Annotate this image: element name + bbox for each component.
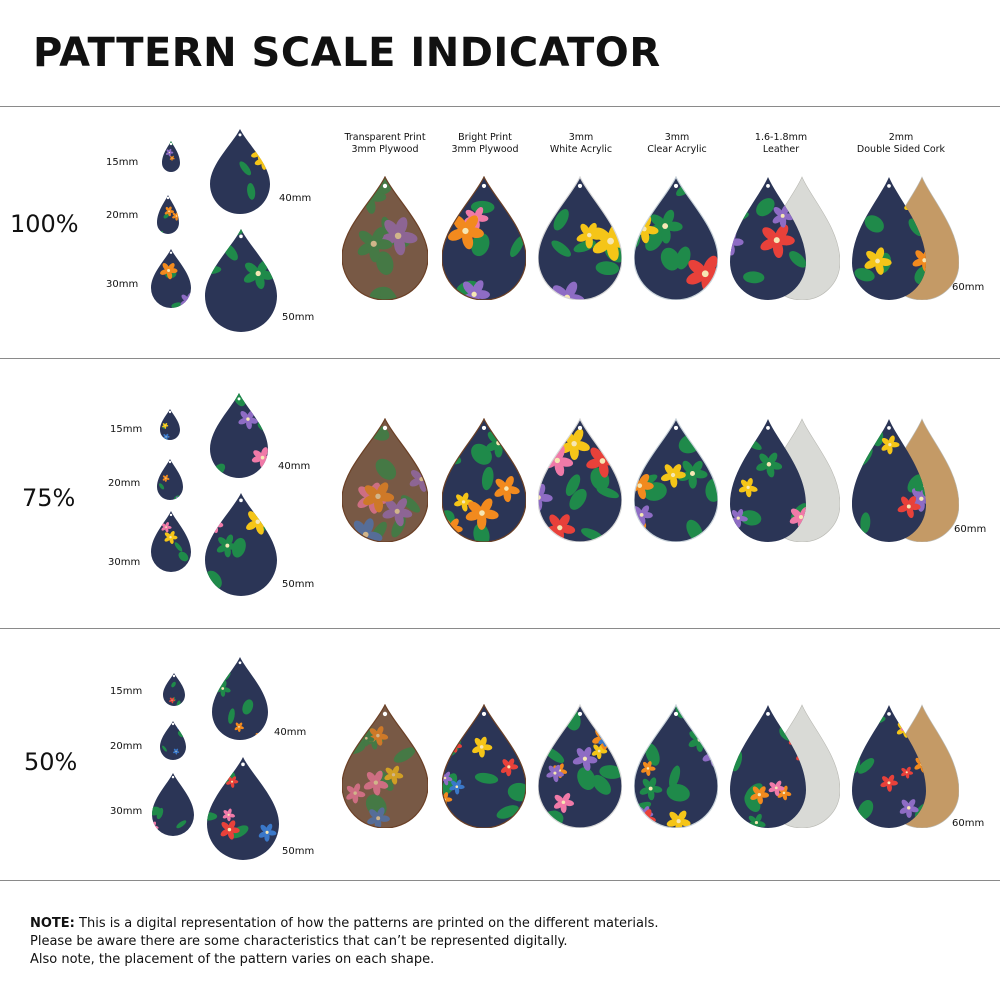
- sample-leather: [730, 418, 840, 542]
- size-label-40mm: 40mm: [278, 461, 311, 472]
- sample-clear-acrylic: [634, 704, 718, 828]
- size-sample: [162, 141, 180, 172]
- material-header-bright-plywood: Bright Print 3mm Plywood: [451, 132, 519, 155]
- size-label-30mm: 30mm: [108, 557, 141, 568]
- note-line-1: This is a digital representation of how …: [74, 916, 659, 931]
- size-sample: [160, 721, 186, 760]
- size-label-30mm: 30mm: [110, 806, 143, 817]
- size-sample: [157, 195, 179, 234]
- sample-bright-plywood: [442, 418, 526, 542]
- sample-transparent-plywood: [342, 704, 428, 828]
- note-line-3: Also note, the placement of the pattern …: [30, 952, 435, 967]
- size-label-40mm: 40mm: [279, 193, 312, 204]
- scale-label: 75%: [22, 484, 76, 512]
- sample-white-acrylic: [538, 176, 622, 300]
- size-label-15mm: 15mm: [106, 157, 139, 168]
- size-sample: [151, 249, 191, 308]
- size-sample: [160, 409, 180, 440]
- note-lead: NOTE:: [30, 916, 75, 931]
- size-label-40mm: 40mm: [274, 727, 307, 738]
- divider: [0, 880, 1000, 881]
- sample-cork: [852, 704, 959, 828]
- size-sample: [157, 459, 183, 500]
- size-sample: [205, 229, 277, 332]
- sample-transparent-plywood: [342, 176, 428, 300]
- size-label-15mm: 15mm: [110, 686, 143, 697]
- size-sample: [152, 773, 194, 836]
- scale-label: 50%: [24, 748, 78, 776]
- sample-cork: [852, 176, 959, 300]
- material-header-transparent-plywood: Transparent Print 3mm Plywood: [344, 132, 426, 155]
- size-sample: [210, 129, 270, 214]
- material-header-white-acrylic: 3mm White Acrylic: [549, 132, 613, 155]
- size-label-20mm: 20mm: [108, 478, 141, 489]
- size-label-50mm: 50mm: [282, 312, 315, 323]
- note-block: NOTE: This is a digital representation o…: [30, 915, 659, 969]
- size-label-20mm: 20mm: [110, 741, 143, 752]
- size-sample: [205, 493, 277, 596]
- divider: [0, 106, 1000, 107]
- sample-leather: [730, 176, 840, 300]
- size-sample: [207, 757, 279, 860]
- material-header-leather: 1.6-1.8mm Leather: [754, 132, 808, 155]
- sample-cork: [852, 418, 959, 542]
- size-label-20mm: 20mm: [106, 210, 139, 221]
- material-header-cork: 2mm Double Sided Cork: [856, 132, 946, 155]
- sample-clear-acrylic: [634, 418, 718, 542]
- size-label-60mm: 60mm: [954, 524, 987, 535]
- size-label-15mm: 15mm: [110, 424, 143, 435]
- page-title: PATTERN SCALE INDICATOR: [33, 30, 661, 76]
- sample-bright-plywood: [442, 176, 526, 300]
- size-sample: [210, 393, 268, 478]
- sample-white-acrylic: [538, 704, 622, 828]
- sample-white-acrylic: [538, 418, 622, 542]
- sample-bright-plywood: [442, 704, 526, 828]
- size-label-60mm: 60mm: [952, 818, 985, 829]
- size-label-50mm: 50mm: [282, 846, 315, 857]
- size-sample: [212, 657, 268, 740]
- size-sample: [151, 511, 191, 572]
- sample-transparent-plywood: [342, 418, 428, 542]
- size-sample: [163, 673, 185, 706]
- size-label-50mm: 50mm: [282, 579, 315, 590]
- sample-clear-acrylic: [634, 176, 718, 300]
- divider: [0, 628, 1000, 629]
- sample-leather: [730, 704, 840, 828]
- size-label-60mm: 60mm: [952, 282, 985, 293]
- divider: [0, 358, 1000, 359]
- scale-label: 100%: [10, 210, 79, 238]
- material-header-clear-acrylic: 3mm Clear Acrylic: [647, 132, 707, 155]
- size-label-30mm: 30mm: [106, 279, 139, 290]
- note-line-2: Please be aware there are some character…: [30, 934, 568, 949]
